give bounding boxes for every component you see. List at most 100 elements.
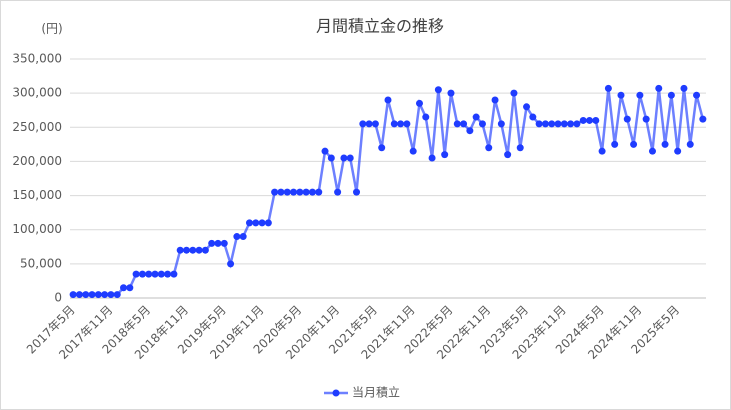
data-point [82, 291, 90, 299]
y-axis-label: (円) [41, 22, 62, 36]
data-point [145, 270, 153, 278]
data-point [245, 219, 253, 227]
data-point [661, 140, 669, 148]
data-point [214, 239, 222, 247]
data-point [403, 120, 411, 128]
data-point [680, 84, 688, 92]
data-point [157, 270, 165, 278]
data-point [497, 120, 505, 128]
data-point [510, 89, 518, 97]
data-point [453, 120, 461, 128]
data-point [94, 291, 102, 299]
data-point [655, 84, 663, 92]
data-point [636, 91, 644, 99]
data-point [541, 120, 549, 128]
data-point [485, 144, 493, 152]
data-point [252, 219, 260, 227]
data-point [321, 147, 329, 155]
y-tick-label: 200,000 [12, 154, 62, 168]
y-tick-label: 100,000 [12, 222, 62, 236]
data-point [258, 219, 266, 227]
data-point [472, 113, 480, 121]
data-point [264, 219, 272, 227]
data-point [504, 151, 512, 159]
data-point [182, 246, 190, 254]
data-point [397, 120, 405, 128]
data-point [460, 120, 468, 128]
data-point [598, 147, 606, 155]
data-point [491, 96, 499, 104]
y-tick-label: 300,000 [12, 86, 62, 100]
y-tick-label: 50,000 [20, 256, 62, 270]
data-point [201, 246, 209, 254]
data-point [604, 84, 612, 92]
data-point [371, 120, 379, 128]
data-point [384, 96, 392, 104]
data-point [189, 246, 197, 254]
data-point [290, 188, 298, 196]
data-point [422, 113, 430, 121]
data-point [535, 120, 543, 128]
data-point [648, 147, 656, 155]
data-point [611, 140, 619, 148]
data-point [334, 188, 342, 196]
data-point [283, 188, 291, 196]
data-point [415, 99, 423, 107]
data-point [693, 91, 701, 99]
data-point [327, 154, 335, 162]
data-point [132, 270, 140, 278]
data-point [560, 120, 568, 128]
data-point [466, 127, 474, 135]
data-point [233, 233, 241, 241]
data-point [686, 140, 694, 148]
y-tick-label: 250,000 [12, 120, 62, 134]
data-point [340, 154, 348, 162]
data-point [353, 188, 361, 196]
y-tick-label: 150,000 [12, 188, 62, 202]
data-point [523, 103, 531, 111]
data-point [113, 291, 121, 299]
data-point [592, 116, 600, 124]
data-point [586, 116, 594, 124]
data-point [220, 239, 228, 247]
data-point [138, 270, 146, 278]
legend-marker [332, 389, 340, 397]
data-point [441, 151, 449, 159]
data-point [101, 291, 109, 299]
data-point [195, 246, 203, 254]
y-tick-label: 350,000 [12, 52, 62, 66]
data-point [302, 188, 310, 196]
chart-title: 月間積立金の推移 [316, 17, 444, 36]
legend-label: 当月積立 [352, 385, 400, 400]
data-point [75, 291, 83, 299]
data-point [548, 120, 556, 128]
data-point [409, 147, 417, 155]
data-point [170, 270, 178, 278]
data-point [390, 120, 398, 128]
data-point [120, 284, 128, 292]
data-point [699, 115, 707, 123]
data-point [164, 270, 172, 278]
data-point [567, 120, 575, 128]
data-point [365, 120, 373, 128]
y-tick-label: 0 [54, 291, 62, 305]
data-point [378, 144, 386, 152]
data-point [346, 154, 354, 162]
data-point [277, 188, 285, 196]
data-point [126, 284, 134, 292]
data-point [554, 120, 562, 128]
data-point [176, 246, 184, 254]
data-point [623, 115, 631, 123]
data-point [359, 120, 367, 128]
data-point [69, 291, 77, 299]
data-point [630, 140, 638, 148]
data-point [434, 86, 442, 94]
data-point [315, 188, 323, 196]
data-point [617, 91, 625, 99]
data-point [208, 239, 216, 247]
data-point [271, 188, 279, 196]
data-point [667, 91, 675, 99]
data-point [296, 188, 304, 196]
